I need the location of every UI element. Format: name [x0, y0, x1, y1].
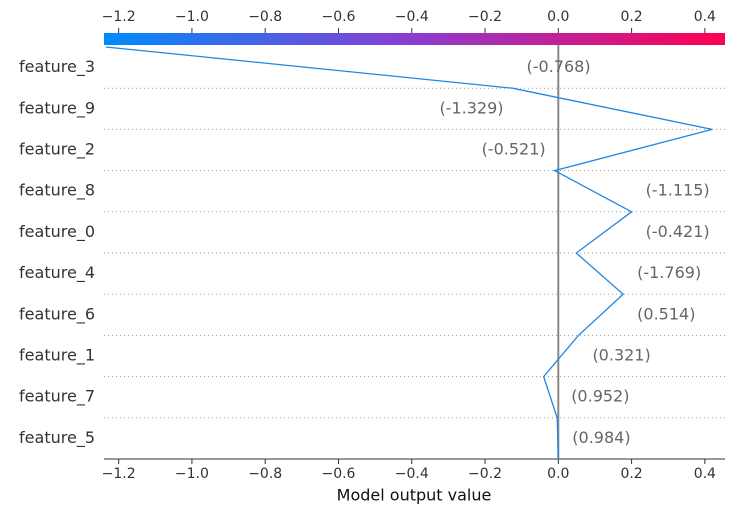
x-tick-label: 0.2 [620, 466, 642, 482]
x-tick-label: 0.4 [694, 466, 716, 482]
x-tick-label: −1.2 [102, 466, 136, 482]
feature-label: feature_8 [19, 181, 95, 201]
top-tick-label: −1.0 [175, 9, 209, 25]
decision-line [105, 46, 713, 460]
top-tick-label: 0.4 [694, 9, 716, 25]
x-tick-label: −0.8 [248, 466, 282, 482]
feature-label: feature_1 [19, 346, 95, 366]
feature-label: feature_3 [19, 57, 95, 77]
feature-value-label: (-1.329) [439, 98, 503, 117]
top-tick-label: −0.6 [321, 9, 355, 25]
top-tick-label: 0.2 [620, 9, 642, 25]
x-tick-label: −1.0 [175, 466, 209, 482]
top-tick-label: −0.2 [468, 9, 502, 25]
x-tick-label: 0.0 [547, 466, 569, 482]
feature-label: feature_9 [19, 98, 95, 118]
feature-value-label: (0.514) [637, 304, 695, 323]
x-tick-label: −0.2 [468, 466, 502, 482]
top-tick-label: −1.2 [102, 9, 136, 25]
feature-label: feature_7 [19, 387, 95, 407]
feature-label: feature_0 [19, 222, 95, 242]
feature-label: feature_6 [19, 304, 95, 324]
feature-value-label: (0.984) [572, 428, 630, 447]
feature-value-label: (-0.521) [482, 140, 546, 159]
colorbar [104, 33, 725, 45]
feature-value-label: (0.952) [571, 387, 629, 406]
top-tick-label: 0.0 [547, 9, 569, 25]
feature-value-label: (-0.421) [646, 222, 710, 241]
x-axis-label: Model output value [337, 486, 492, 505]
feature-label: feature_4 [19, 263, 95, 283]
top-tick-label: −0.4 [395, 9, 429, 25]
x-tick-label: −0.4 [395, 466, 429, 482]
feature-value-label: (-1.769) [637, 263, 701, 282]
feature-label: feature_5 [19, 428, 95, 448]
x-tick-label: −0.6 [321, 466, 355, 482]
feature-value-label: (-0.768) [527, 57, 591, 76]
feature-value-label: (-1.115) [646, 181, 710, 200]
feature-label: feature_2 [19, 140, 95, 160]
feature-value-label: (0.321) [592, 346, 650, 365]
top-tick-label: −0.8 [248, 9, 282, 25]
